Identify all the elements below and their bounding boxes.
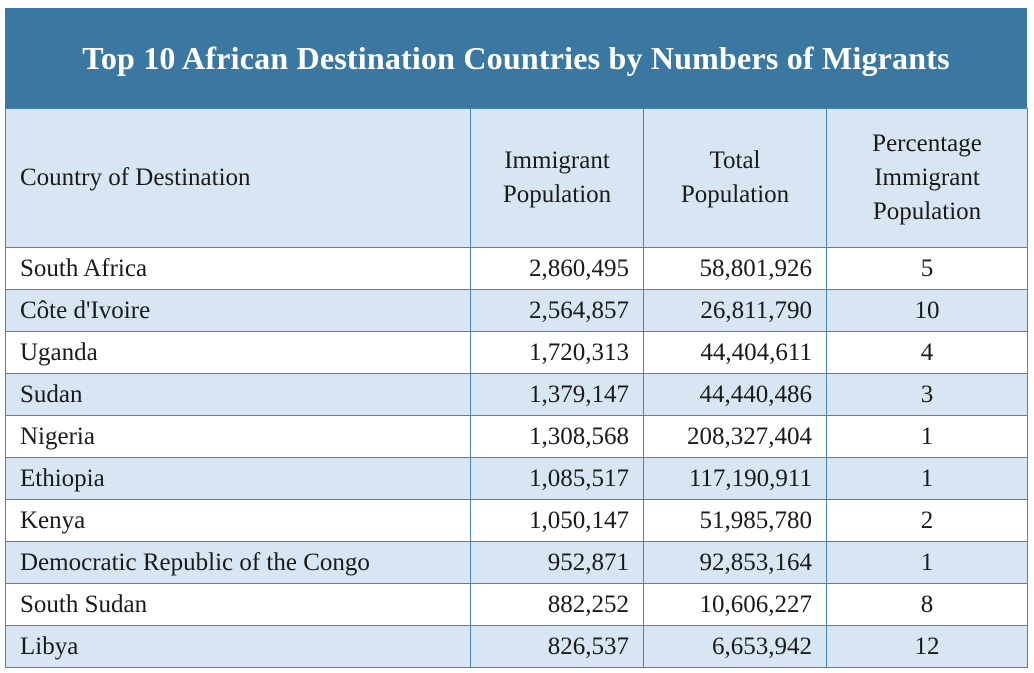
header-immigrant: Immigrant Population (470, 108, 644, 248)
table-row: Sudan 1,379,147 44,440,486 3 (5, 373, 1028, 416)
table-row: Uganda 1,720,313 44,404,611 4 (5, 331, 1028, 374)
cell-total-population: 44,440,486 (643, 373, 827, 416)
cell-country: Ethiopia (5, 457, 471, 500)
cell-country: Côte d'Ivoire (5, 289, 471, 332)
table-body: South Africa 2,860,495 58,801,926 5 Côte d'I… (5, 247, 1028, 668)
table-row: Nigeria 1,308,568 208,327,404 1 (5, 415, 1028, 458)
cell-country: Nigeria (5, 415, 471, 458)
table-title: Top 10 African Destination Countries by … (5, 8, 1027, 108)
cell-total-population: 10,606,227 (643, 583, 827, 626)
table-row: Libya 826,537 6,653,942 12 (5, 625, 1028, 668)
cell-country: South Africa (5, 247, 471, 290)
cell-total-population: 6,653,942 (643, 625, 827, 668)
cell-total-population: 51,985,780 (643, 499, 827, 542)
cell-total-population: 58,801,926 (643, 247, 827, 290)
cell-immigrant-population: 1,085,517 (470, 457, 644, 500)
header-total: Total Population (643, 108, 827, 248)
table-row: Ethiopia 1,085,517 117,190,911 1 (5, 457, 1028, 500)
cell-total-population: 26,811,790 (643, 289, 827, 332)
cell-country: Kenya (5, 499, 471, 542)
cell-immigrant-population: 1,308,568 (470, 415, 644, 458)
cell-country: Sudan (5, 373, 471, 416)
table-row: South Africa 2,860,495 58,801,926 5 (5, 247, 1028, 290)
cell-total-population: 208,327,404 (643, 415, 827, 458)
cell-country: Libya (5, 625, 471, 668)
cell-percentage-immigrant: 5 (826, 247, 1028, 290)
cell-percentage-immigrant: 3 (826, 373, 1028, 416)
header-country: Country of Destination (5, 108, 471, 248)
header-row: Country of Destination Immigrant Populat… (5, 108, 1028, 248)
table-row: Côte d'Ivoire 2,564,857 26,811,790 10 (5, 289, 1028, 332)
migrants-table: Country of Destination Immigrant Populat… (5, 108, 1028, 668)
cell-immigrant-population: 952,871 (470, 541, 644, 584)
cell-immigrant-population: 1,050,147 (470, 499, 644, 542)
cell-percentage-immigrant: 10 (826, 289, 1028, 332)
cell-total-population: 44,404,611 (643, 331, 827, 374)
cell-immigrant-population: 2,860,495 (470, 247, 644, 290)
cell-percentage-immigrant: 1 (826, 541, 1028, 584)
table-row: Democratic Republic of the Congo 952,871 9… (5, 541, 1028, 584)
cell-immigrant-population: 826,537 (470, 625, 644, 668)
cell-country: Uganda (5, 331, 471, 374)
cell-percentage-immigrant: 1 (826, 457, 1028, 500)
table-row: Kenya 1,050,147 51,985,780 2 (5, 499, 1028, 542)
cell-percentage-immigrant: 1 (826, 415, 1028, 458)
cell-immigrant-population: 2,564,857 (470, 289, 644, 332)
cell-immigrant-population: 1,720,313 (470, 331, 644, 374)
cell-country: Democratic Republic of the Congo (5, 541, 471, 584)
cell-immigrant-population: 882,252 (470, 583, 644, 626)
cell-total-population: 92,853,164 (643, 541, 827, 584)
cell-percentage-immigrant: 4 (826, 331, 1028, 374)
cell-percentage-immigrant: 12 (826, 625, 1028, 668)
cell-percentage-immigrant: 8 (826, 583, 1028, 626)
cell-country: South Sudan (5, 583, 471, 626)
table-figure: Top 10 African Destination Countries by … (5, 8, 1028, 669)
cell-total-population: 117,190,911 (643, 457, 827, 500)
cell-immigrant-population: 1,379,147 (470, 373, 644, 416)
header-percent: Percentage Immigrant Population (826, 108, 1028, 248)
table-row: South Sudan 882,252 10,606,227 8 (5, 583, 1028, 626)
cell-percentage-immigrant: 2 (826, 499, 1028, 542)
